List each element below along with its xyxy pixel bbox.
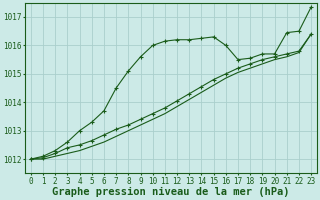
X-axis label: Graphe pression niveau de la mer (hPa): Graphe pression niveau de la mer (hPa) [52,187,290,197]
